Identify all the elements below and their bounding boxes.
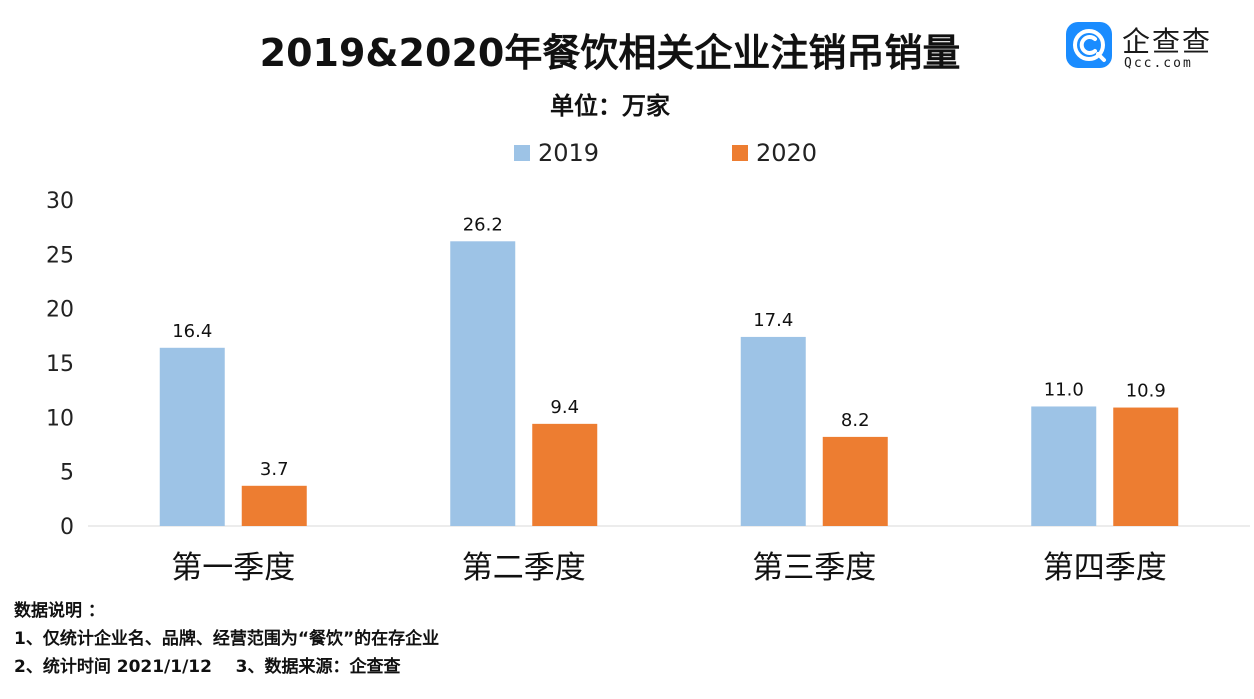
data-notes: 数据说明 ： 1、仅统计企业名、品牌、经营范围为“餐饮”的在存企业 2、统计时间… — [14, 597, 439, 681]
data-label-2019: 16.4 — [172, 321, 212, 342]
x-tick-label: 第四季度 — [1043, 550, 1167, 586]
y-tick-label: 30 — [46, 189, 74, 214]
bar-2019 — [1031, 406, 1097, 526]
x-tick-label: 第二季度 — [462, 550, 586, 586]
data-label-2019: 26.2 — [463, 214, 503, 235]
qcc-logo-icon — [1066, 22, 1112, 68]
bar-2020 — [241, 485, 307, 526]
y-tick-label: 25 — [46, 243, 74, 268]
y-tick-label: 15 — [46, 352, 74, 377]
chart-title: 2019&2020年餐饮相关企业注销吊销量 — [259, 31, 961, 75]
legend-swatch-2020 — [732, 145, 748, 161]
y-tick-label: 5 — [60, 461, 74, 486]
legend-swatch-2019 — [514, 145, 530, 161]
legend-label-2020: 2020 — [756, 139, 818, 167]
x-tick-label: 第三季度 — [752, 550, 876, 586]
logo-url: Qcc.com — [1124, 56, 1193, 71]
data-label-2020: 10.9 — [1126, 381, 1166, 402]
bar-2019 — [450, 241, 516, 526]
bar-2020 — [1113, 407, 1179, 526]
data-label-2019: 17.4 — [753, 310, 793, 331]
y-tick-label: 0 — [60, 515, 74, 540]
data-label-2020: 9.4 — [550, 397, 579, 418]
y-tick-label: 20 — [46, 298, 74, 323]
bar-2020 — [532, 423, 598, 526]
data-label-2020: 3.7 — [260, 459, 289, 480]
chart-subtitle: 单位：万家 — [550, 92, 670, 120]
chart-legend: 2019 2020 — [0, 138, 1254, 168]
x-tick-label: 第一季度 — [171, 550, 295, 586]
notes-line-1: 1、仅统计企业名、品牌、经营范围为“餐饮”的在存企业 — [14, 629, 440, 649]
bar-2020 — [822, 436, 888, 526]
data-label-2020: 8.2 — [841, 410, 870, 431]
data-label-2019: 11.0 — [1044, 379, 1084, 400]
y-tick-label: 10 — [46, 406, 74, 431]
legend-label-2019: 2019 — [538, 139, 600, 167]
brand-logo: 企查查 Qcc.com — [1066, 20, 1236, 72]
notes-heading: 数据说明 ： — [14, 601, 105, 621]
logo-name: 企查查 — [1122, 25, 1213, 58]
bar-2019 — [159, 347, 225, 526]
bar-2019 — [740, 336, 806, 526]
notes-line-2: 2、统计时间 2021/1/12 3、数据来源：企查查 — [14, 657, 401, 677]
